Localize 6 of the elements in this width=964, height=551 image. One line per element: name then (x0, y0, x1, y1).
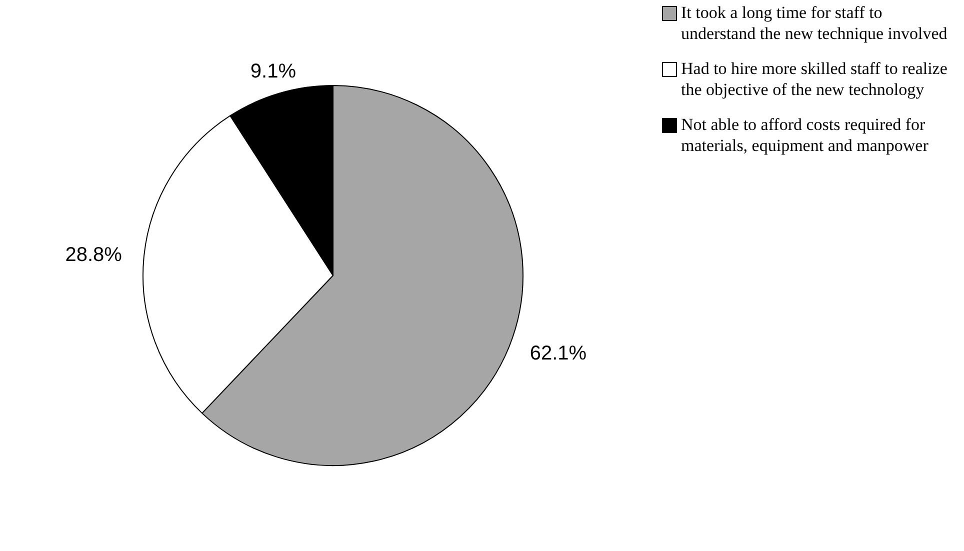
data-label: 62.1% (530, 342, 587, 365)
data-label: 28.8% (65, 244, 122, 266)
data-label: 9.1% (250, 60, 296, 83)
legend-label: It took a long time for staff to understand the new technique involved (681, 2, 948, 44)
legend-label: Not able to afford costs required for materials, equipment and manpower (681, 114, 930, 156)
legend-label: Had to hire more skilled staff to realize the objective of the new technology (681, 58, 948, 100)
